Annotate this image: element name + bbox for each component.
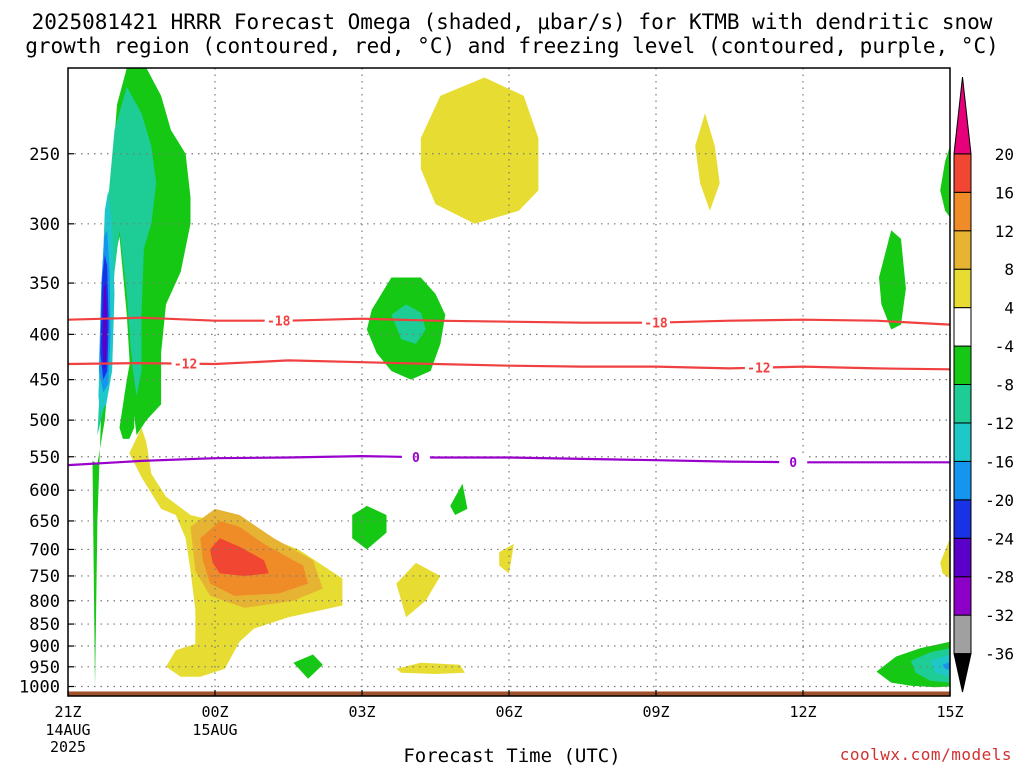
colorbar-swatch — [953, 307, 972, 347]
x-tick-label: 03Z — [348, 703, 375, 721]
y-tick-label: 250 — [29, 145, 60, 165]
contour-label-bg — [264, 313, 293, 328]
omega-region — [695, 113, 720, 211]
colorbar-swatch — [953, 153, 972, 193]
colorbar-swatch — [953, 191, 972, 232]
contour-label-bg — [171, 356, 200, 371]
colorbar-swatch — [953, 230, 972, 270]
contour-label: -12 — [747, 362, 770, 377]
contour-label-bg — [779, 455, 808, 470]
x-tick-label: 00Z — [201, 703, 228, 721]
isotherm-line — [68, 359, 950, 371]
x-tick-label: 09Z — [642, 703, 669, 721]
colorbar-label: -12 — [985, 414, 1014, 433]
omega-region — [450, 483, 468, 515]
omega-region — [119, 353, 135, 439]
y-tick-label: 450 — [29, 371, 60, 391]
x-tick-label: 15Z — [936, 703, 963, 721]
omega-region — [293, 654, 323, 679]
colorbar-label: 12 — [995, 222, 1014, 241]
colorbar-label: -24 — [985, 529, 1014, 548]
y-tick-label: 550 — [29, 448, 60, 468]
contour-label: -12 — [174, 358, 197, 373]
y-tick-label: 1000 — [19, 678, 60, 698]
omega-region — [940, 146, 950, 218]
colorbar-label: -4 — [995, 337, 1014, 356]
y-tick-label: 350 — [29, 274, 60, 294]
y-tick-label: 950 — [29, 658, 60, 678]
x-tick-label: 06Z — [495, 703, 522, 721]
colorbar-label: -28 — [985, 568, 1014, 587]
y-tick-label: 650 — [29, 512, 60, 532]
x-tick-label: 21Z — [54, 703, 81, 721]
omega-region — [102, 283, 108, 371]
y-tick-label: 400 — [29, 325, 60, 345]
colorbar-label: -8 — [995, 376, 1014, 395]
colorbar-label: 16 — [995, 183, 1014, 202]
plot-layer: -18 -18 -12 -12 0 0 — [68, 68, 950, 696]
colorbar-label: 4 — [1004, 299, 1014, 318]
colorbar-end-triangle — [953, 76, 972, 155]
colorbar-swatch — [953, 422, 972, 462]
chart-title-line-1: 2025081421 HRRR Forecast Omega (shaded, … — [31, 10, 993, 34]
omega-region — [352, 505, 387, 550]
colorbar-swatch — [953, 614, 972, 655]
contour-label-bg — [642, 315, 670, 330]
y-tick-label: 600 — [29, 481, 60, 501]
y-tick-label: 300 — [29, 215, 60, 235]
colorbar-swatch — [953, 576, 972, 616]
colorbar-swatch — [953, 345, 972, 385]
omega-region — [879, 230, 906, 330]
y-tick-label: 500 — [29, 411, 60, 431]
credit-text: coolwx.com/models — [839, 745, 1012, 764]
contour-label: -18 — [644, 317, 668, 332]
contour-label-bg — [401, 450, 430, 465]
y-tick-label: 850 — [29, 615, 60, 635]
contour-label: -18 — [267, 315, 291, 330]
colorbar-label: 8 — [1004, 260, 1014, 279]
colorbar-label: -32 — [985, 606, 1014, 625]
omega-region — [942, 661, 950, 670]
x-tick-sublabel: 14AUG — [45, 721, 90, 739]
omega-region — [940, 538, 950, 579]
colorbar-label: -36 — [985, 645, 1014, 664]
contour-label: 0 — [789, 456, 797, 471]
isotherm-line — [68, 316, 950, 326]
y-tick-label: 800 — [29, 592, 60, 612]
colorbar-swatch — [953, 384, 972, 424]
y-tick-label: 900 — [29, 637, 60, 657]
x-tick-label: 12Z — [789, 703, 816, 721]
x-tick-sublabel: 15AUG — [192, 721, 237, 739]
y-tick-label: 700 — [29, 540, 60, 560]
x-axis-label: Forecast Time (UTC) — [403, 745, 621, 767]
colorbar-end-triangle — [953, 653, 972, 693]
colorbar: -36 -32 -28 -24 -20 -16 -12 -8 -4 4 8 12 16 20 — [953, 76, 1014, 693]
omega-region — [930, 654, 950, 677]
colorbar-swatch — [953, 460, 972, 501]
colorbar-swatch — [953, 268, 972, 309]
colorbar-label: -20 — [985, 491, 1014, 510]
x-tick-sublabel: 2025 — [50, 738, 86, 756]
colorbar-swatch — [953, 499, 972, 539]
colorbar-label: -16 — [985, 452, 1014, 471]
omega-region — [396, 662, 465, 674]
contour-label: 0 — [412, 451, 420, 466]
colorbar-swatch — [953, 537, 972, 578]
y-tick-label: 750 — [29, 567, 60, 587]
contour-label-bg — [744, 360, 773, 375]
omega-region — [97, 86, 157, 436]
colorbar-label: 20 — [995, 145, 1014, 164]
omega-region — [499, 543, 514, 574]
chart-title-line-2: growth region (contoured, red, °C) and f… — [25, 34, 999, 58]
omega-region — [210, 538, 269, 576]
